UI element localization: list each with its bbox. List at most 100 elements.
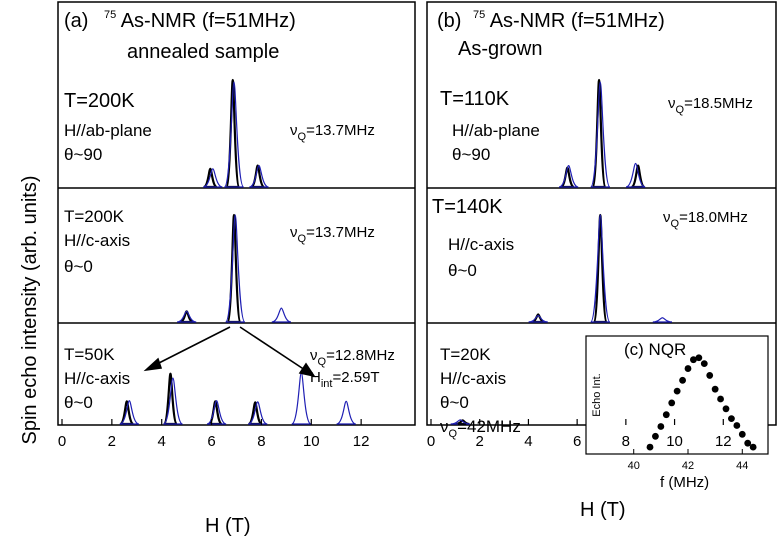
x-tick-label: 6 (207, 433, 215, 450)
b2-peak-fit (528, 314, 548, 323)
nqr-point (728, 415, 735, 423)
nqr-point (749, 443, 757, 451)
b1-nu-symbol: ν (668, 95, 676, 112)
a3-nuq: νQ=12.8MHz (310, 347, 395, 368)
a2-peak-data (179, 310, 194, 324)
nqr-point (700, 360, 708, 368)
x-tick-label: 2 (476, 433, 484, 450)
a2-theta: θ~0 (64, 257, 93, 276)
a3-peak-fit (247, 401, 268, 425)
a1-peak-fit (223, 81, 245, 188)
panel-b-isotope: 75 (473, 9, 485, 21)
a1-field: H//ab-plane (64, 121, 152, 140)
inset-ylabel: Echo Int. (591, 373, 603, 416)
x-tick-label: 0 (58, 433, 66, 450)
a3-nu-value: =12.8MHz (326, 347, 395, 364)
x-axis-label-left: H (T) (205, 515, 251, 537)
b2-nu-subscript: Q (671, 218, 680, 230)
a1-theta: θ~90 (64, 145, 102, 164)
nqr-point (706, 372, 714, 379)
nqr-point (695, 354, 703, 362)
a2-nu-subscript: Q (298, 233, 307, 245)
b3-nuq: νQ=42MHz (440, 417, 521, 440)
a2-nu-symbol: ν (290, 224, 298, 241)
x-tick-label: 10 (303, 433, 320, 450)
nqr-point (744, 439, 752, 447)
nqr-point (733, 422, 741, 429)
b3-theta: θ~0 (440, 393, 469, 412)
panel-a-subtitle: annealed sample (127, 41, 279, 63)
arrow-right-line (239, 326, 306, 371)
b3-nu-symbol: ν (440, 417, 449, 436)
x-tick-label: 8 (257, 433, 265, 450)
a2-peak-fit (176, 310, 197, 323)
inset-frame (585, 335, 769, 455)
b2-peak-data (531, 313, 545, 324)
a3-hint-value: =2.59T (332, 369, 379, 386)
spectra-layer (119, 78, 753, 426)
a3-peak-data (119, 400, 135, 426)
a3-hint-symbol: H (310, 369, 321, 386)
a3-temperature: T=50K (64, 345, 115, 364)
x-axis-label-right: H (T) (580, 499, 626, 521)
panel-b-subtitle: As-grown (458, 38, 542, 60)
a2-peak-fit (225, 214, 246, 323)
x-tick-label: 4 (524, 433, 532, 450)
a3-peak-fit (119, 400, 140, 425)
b2-nuq: νQ=18.0MHz (663, 209, 748, 230)
panel-a-label: (a) (64, 10, 88, 32)
a3-hint: Hint=2.59T (310, 369, 380, 390)
nqr-point (684, 365, 692, 372)
b1-temperature: T=110K (440, 88, 510, 110)
nqr-point (717, 395, 724, 403)
x-tick-label: 0 (427, 433, 435, 450)
b3-nu-value: =42MHz (457, 417, 521, 436)
b3-temperature: T=20K (440, 345, 491, 364)
b1-peak-fit (558, 164, 579, 188)
a2-field: H//c-axis (64, 231, 130, 250)
a1-peak-fit (249, 164, 269, 188)
x-tick-label: 12 (715, 433, 732, 450)
x-tick-label: 8 (622, 433, 630, 450)
a3-field: H//c-axis (64, 369, 130, 388)
b2-peak-fit (652, 317, 673, 323)
x-tick-label: 10 (666, 433, 683, 450)
a1-peak-data (203, 167, 218, 189)
arrow-left-head (143, 357, 163, 372)
nqr-point (668, 399, 676, 407)
x-tick-label: 2 (108, 433, 116, 450)
x-tick-label: 4 (158, 433, 166, 450)
a3-theta: θ~0 (64, 393, 93, 412)
b3-peak-fit (450, 419, 470, 425)
inset-tick-label: 40 (628, 460, 640, 472)
inset-title: (c) NQR (624, 340, 686, 359)
nqr-point (657, 423, 665, 430)
nqr-point (738, 430, 746, 438)
a2-temperature: T=200K (64, 207, 125, 226)
inset-points (646, 354, 757, 451)
a2-nuq: νQ=13.7MHz (290, 224, 375, 245)
b1-peak-fit (625, 162, 646, 188)
b2-nu-value: =18.0MHz (679, 209, 748, 226)
a1-temperature: T=200K (64, 90, 135, 112)
a3-nu-symbol: ν (310, 347, 318, 364)
panel-b-title: (b) 75 As-NMR (f=51MHz) (437, 1, 665, 32)
b2-peak-data (592, 213, 608, 324)
panel-a-method: As-NMR (f=51MHz) (121, 10, 296, 32)
a1-nu-subscript: Q (298, 131, 307, 143)
b2-temperature: T=140K (432, 196, 503, 218)
panel-a-title: (a) 75 As-NMR (f=51MHz) (64, 1, 296, 32)
panel-a-isotope: 75 (104, 9, 116, 21)
b1-theta: θ~90 (452, 145, 490, 164)
panel-b-label: (b) (437, 10, 461, 32)
a1-nu-symbol: ν (290, 122, 298, 139)
a1-peak-fit (203, 168, 223, 188)
a1-nu-value: =13.7MHz (306, 122, 375, 139)
a3-peak-fit (162, 377, 184, 425)
b3-field: H//c-axis (440, 369, 506, 388)
arrow-left-line (154, 326, 231, 366)
arrow-right-head (298, 362, 316, 378)
b1-nu-subscript: Q (676, 104, 685, 116)
y-axis-label: Spin echo intensity (arb. units) (19, 175, 41, 444)
